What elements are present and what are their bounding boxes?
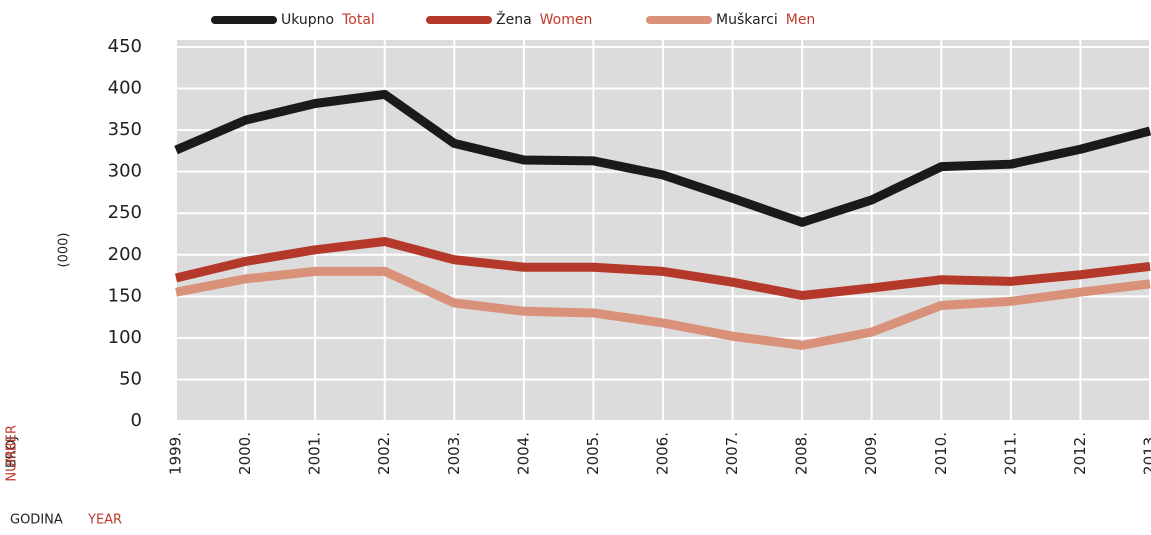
x-tick-label: 2013. — [1141, 432, 1151, 475]
y-tick-label: 450 — [108, 36, 142, 57]
x-tick-label: 2001. — [306, 432, 324, 475]
y-tick-label: 300 — [108, 161, 142, 182]
x-tick-label: 2009. — [862, 432, 880, 475]
legend-label: Ukupno — [281, 12, 334, 28]
x-tick-label: 2000. — [236, 432, 254, 475]
legend-label-en: Total — [341, 12, 375, 28]
x-tick-label: 2008. — [793, 432, 811, 475]
y-axis-unit: (000) — [57, 233, 72, 268]
series-line — [174, 236, 1151, 301]
x-tick-label: 2006. — [654, 432, 672, 475]
y-tick-label: 0 — [131, 410, 142, 431]
y-tick-label: 100 — [108, 327, 142, 348]
x-tick-label: 2003. — [445, 432, 463, 475]
y-axis-label-en: NUMBER — [5, 425, 20, 482]
legend-label: Muškarci — [716, 12, 778, 28]
legend-label: Žena — [496, 10, 532, 28]
y-tick-label: 50 — [119, 368, 142, 389]
legend-label-en: Women — [540, 12, 593, 28]
x-axis-label-en: YEAR — [87, 513, 122, 528]
y-tick-label: 200 — [108, 244, 142, 265]
y-tick-label: 150 — [108, 285, 142, 306]
y-tick-label: 350 — [108, 119, 142, 140]
series-line — [174, 89, 1151, 227]
x-tick-label: 2012. — [1071, 432, 1089, 475]
x-tick-label: 2004. — [514, 432, 532, 475]
series-line — [175, 266, 1151, 350]
x-tick-label: 2007. — [723, 432, 741, 475]
x-tick-label: 2002. — [375, 432, 393, 475]
x-axis-label: GODINA — [10, 513, 63, 528]
y-axis-label: BROJ — [5, 436, 20, 468]
x-tick-label: 2005. — [584, 432, 602, 475]
x-tick-label: 2010. — [932, 432, 950, 475]
y-tick-label: 250 — [108, 202, 142, 223]
x-tick-label: 2011. — [1001, 432, 1019, 475]
legend-label-en: Men — [786, 12, 816, 28]
y-tick-label: 400 — [108, 78, 142, 99]
x-tick-label: 1999. — [167, 432, 185, 475]
